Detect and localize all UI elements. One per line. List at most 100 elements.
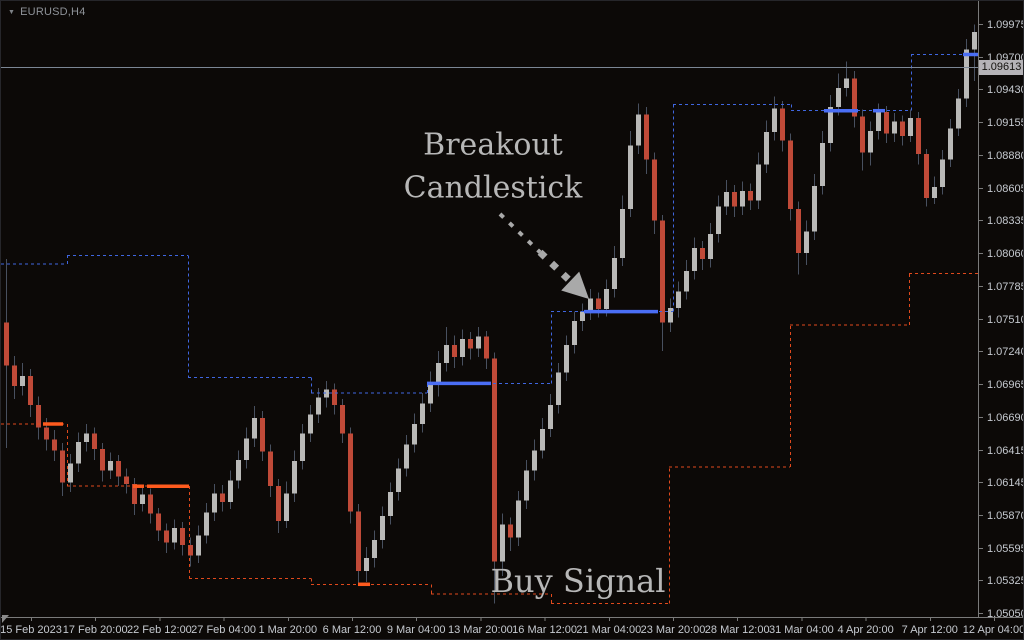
bear-candle xyxy=(268,451,273,487)
bull-candle xyxy=(524,470,529,501)
price-tick-label: 1.05325 xyxy=(987,575,1024,587)
bull-candle xyxy=(772,108,777,133)
bull-candle xyxy=(236,459,241,481)
bull-candle xyxy=(548,404,553,429)
bull-candle xyxy=(828,107,833,143)
bull-candle xyxy=(428,382,433,404)
bull-candle xyxy=(588,298,593,312)
bear-candle xyxy=(164,530,169,543)
bull-candle xyxy=(308,414,313,434)
bull-candle xyxy=(764,132,769,165)
breakout-arrow xyxy=(498,212,589,299)
time-tick-label: 7 Apr 12:00 xyxy=(902,624,958,636)
bull-candle xyxy=(820,142,825,187)
bull-candle xyxy=(316,397,321,415)
bear-candle xyxy=(348,433,353,512)
bull-candle xyxy=(964,49,969,99)
time-tick-label: 21 Mar 04:00 xyxy=(576,624,641,636)
bear-candle xyxy=(276,486,281,521)
bull-candle xyxy=(532,450,537,471)
bull-candle xyxy=(388,492,393,517)
current-price-tag: 1.09613 xyxy=(979,59,1023,75)
bear-candle xyxy=(924,153,929,199)
bear-candle xyxy=(332,389,337,405)
bear-candle xyxy=(28,376,33,405)
bear-candle xyxy=(452,345,457,358)
bull-candle xyxy=(68,463,73,483)
bull-candle xyxy=(620,208,625,258)
bear-candle xyxy=(340,404,345,434)
time-tick-label: 6 Mar 12:00 xyxy=(323,624,382,636)
bull-candle xyxy=(172,528,177,543)
bear-candle xyxy=(44,427,49,440)
bull-candle xyxy=(636,114,641,146)
bull-candle xyxy=(204,512,209,536)
bull-candle xyxy=(972,31,977,50)
bull-candle xyxy=(212,493,217,513)
price-tick-label: 1.05870 xyxy=(987,510,1024,522)
bull-candle xyxy=(540,428,545,451)
time-tick-label: 31 Mar 04:00 xyxy=(769,624,834,636)
symbol-label[interactable]: ▼ EURUSD,H4 xyxy=(8,6,86,18)
bear-candle xyxy=(748,190,753,201)
arrow-head-icon xyxy=(561,271,589,299)
price-tick-label: 1.05050 xyxy=(987,608,1024,620)
bull-candle xyxy=(516,500,521,538)
bear-candle xyxy=(596,298,601,310)
bear-candle xyxy=(884,111,889,134)
bull-candle xyxy=(892,121,897,134)
bull-candle xyxy=(108,461,113,471)
time-tick-label: 4 Apr 20:00 xyxy=(837,624,893,636)
annotation-breakout-line2: Candlestick xyxy=(403,170,583,205)
bear-candle xyxy=(188,544,193,556)
bull-candle xyxy=(284,493,289,521)
bear-candle xyxy=(660,220,665,323)
price-tick-label: 1.07510 xyxy=(987,314,1024,326)
bear-candle xyxy=(700,248,705,260)
time-tick-label: 16 Mar 12:00 xyxy=(512,624,577,636)
bull-candle xyxy=(252,418,257,439)
bear-candle xyxy=(508,524,513,538)
price-tick-label: 1.08605 xyxy=(987,183,1024,195)
bull-candle xyxy=(932,187,937,199)
bear-candle xyxy=(52,439,57,451)
bull-candle xyxy=(444,345,449,364)
time-tick-label: 1 Mar 20:00 xyxy=(258,624,317,636)
bull-candle xyxy=(324,389,329,398)
bull-candle xyxy=(572,321,577,346)
bear-candle xyxy=(148,494,153,514)
bear-candle xyxy=(796,208,801,254)
chevron-down-icon[interactable]: ▼ xyxy=(8,8,16,16)
bull-candle xyxy=(604,288,609,310)
bear-candle xyxy=(156,513,161,531)
bull-candle xyxy=(372,540,377,558)
time-tick-label: 9 Mar 04:00 xyxy=(387,624,446,636)
bear-candle xyxy=(916,117,921,154)
bull-candle xyxy=(684,270,689,292)
symbol-label-text: EURUSD,H4 xyxy=(20,6,86,18)
bull-candle xyxy=(396,468,401,493)
bull-candle xyxy=(756,164,761,201)
time-tick-label: 13 Mar 20:00 xyxy=(448,624,513,636)
price-tick-label: 1.05595 xyxy=(987,543,1024,555)
bull-candle xyxy=(876,111,881,132)
arrow-shaft-thick xyxy=(537,249,575,285)
price-tick-label: 1.08880 xyxy=(987,150,1024,162)
bull-candle xyxy=(76,441,81,464)
bull-candle xyxy=(228,480,233,502)
bull-candle xyxy=(956,98,961,129)
candle-bodies xyxy=(4,31,977,572)
time-tick-label: 28 Mar 12:00 xyxy=(705,624,770,636)
bull-candle xyxy=(716,206,721,234)
bull-candle xyxy=(20,376,25,386)
bear-candle xyxy=(116,461,121,477)
time-tick-label: 23 Mar 20:00 xyxy=(641,624,706,636)
bear-candle xyxy=(60,450,65,483)
bear-candle xyxy=(900,121,905,136)
bear-candle xyxy=(124,476,129,484)
bear-candle xyxy=(732,192,737,207)
bear-candle xyxy=(92,433,97,450)
bear-candle xyxy=(780,108,785,141)
